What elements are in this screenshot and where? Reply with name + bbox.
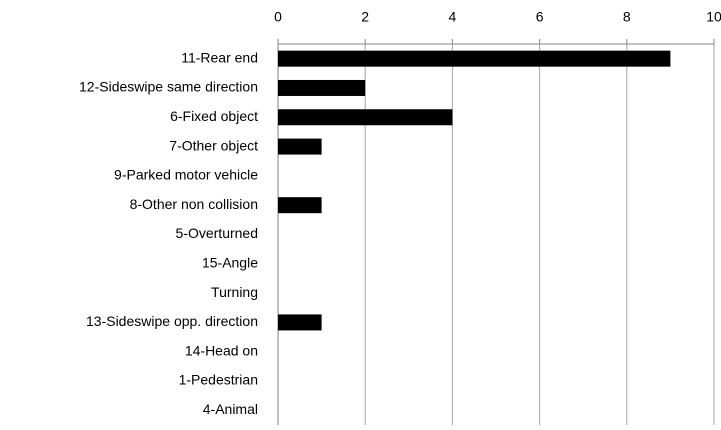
bar bbox=[278, 50, 671, 67]
y-tick-label: 11-Rear end bbox=[181, 49, 258, 65]
y-tick-label: 1-Pedestrian bbox=[179, 372, 258, 388]
y-tick-label: Turning bbox=[211, 284, 258, 300]
y-tick-label: 12-Sideswipe same direction bbox=[79, 79, 258, 95]
y-tick-label: 8-Other non collision bbox=[130, 196, 258, 212]
y-tick-label: 4-Animal bbox=[203, 401, 258, 417]
bar bbox=[278, 197, 322, 214]
y-tick-label: 13-Sideswipe opp. direction bbox=[86, 313, 258, 329]
bar bbox=[278, 314, 322, 331]
x-tick-label: 0 bbox=[274, 9, 282, 25]
bar bbox=[278, 138, 322, 155]
y-tick-label: 14-Head on bbox=[185, 342, 258, 358]
y-tick-label: 5-Overturned bbox=[176, 225, 258, 241]
x-tick-label: 8 bbox=[623, 9, 631, 25]
x-tick-label: 10 bbox=[706, 9, 721, 25]
x-tick-label: 6 bbox=[536, 9, 544, 25]
x-tick-label: 2 bbox=[361, 9, 369, 25]
y-tick-label: 9-Parked motor vehicle bbox=[114, 167, 258, 183]
y-tick-label: 7-Other object bbox=[169, 137, 258, 153]
bar bbox=[278, 79, 366, 96]
y-tick-label: 6-Fixed object bbox=[170, 108, 258, 124]
bar bbox=[278, 109, 453, 126]
y-tick-label: 15-Angle bbox=[202, 255, 258, 271]
x-tick-label: 4 bbox=[449, 9, 457, 25]
